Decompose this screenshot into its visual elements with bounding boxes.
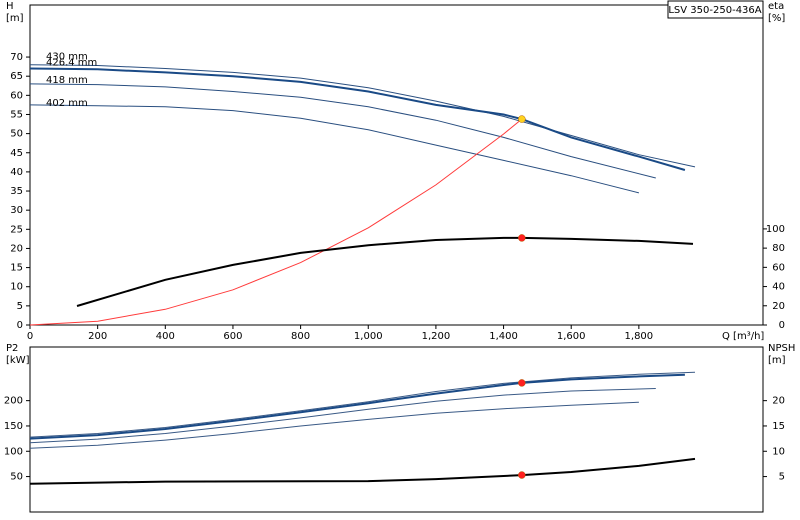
curve xyxy=(29,457,696,485)
y2-tick-label: 80 xyxy=(772,243,785,254)
y-axis-unit: [m] xyxy=(6,13,24,24)
y-tick-label: 15 xyxy=(10,263,23,274)
y-tick-label: 35 xyxy=(10,186,23,197)
curve xyxy=(29,83,656,179)
curve xyxy=(29,401,639,449)
y-tick-label: 150 xyxy=(4,421,23,432)
y-axis-unit: [kW] xyxy=(6,355,30,366)
curve xyxy=(29,371,696,438)
curve-label: 430 mm xyxy=(46,52,88,63)
curve xyxy=(29,373,685,440)
curve-label: 418 mm xyxy=(46,75,88,86)
y-axis-label: H xyxy=(6,1,14,12)
curve-label: 402 mm xyxy=(46,98,88,109)
y-tick-label: 45 xyxy=(10,148,23,159)
y-tick-label: 70 xyxy=(10,52,23,63)
y-tick-label: 60 xyxy=(10,90,23,101)
y-tick-label: 5 xyxy=(17,301,23,312)
x-tick-label: 800 xyxy=(291,331,310,342)
y-tick-label: 50 xyxy=(10,472,23,483)
y2-tick-label: 10 xyxy=(772,446,785,457)
curve xyxy=(29,118,523,326)
curve xyxy=(29,64,696,168)
y2-tick-label: 60 xyxy=(772,262,785,273)
x-tick-label: 0 xyxy=(27,331,33,342)
y2-tick-label: 40 xyxy=(772,282,785,293)
x-tick-label: 200 xyxy=(88,331,107,342)
chart-title: LSV 350-250-436A xyxy=(668,5,761,16)
y-tick-label: 200 xyxy=(4,396,23,407)
curve xyxy=(29,388,656,444)
x-tick-label: 1,600 xyxy=(557,331,586,342)
duty-point xyxy=(518,379,526,387)
curve-label: 426.4 mm xyxy=(46,58,97,69)
curve xyxy=(29,67,686,171)
y-tick-label: 10 xyxy=(10,282,23,293)
y2-tick-label: 5 xyxy=(779,472,785,483)
curve xyxy=(29,104,640,194)
y-tick-label: 100 xyxy=(4,446,23,457)
y-tick-label: 65 xyxy=(10,71,23,82)
x-tick-label: 400 xyxy=(156,331,175,342)
y-tick-label: 30 xyxy=(10,205,23,216)
x-axis-label: Q [m³/h] xyxy=(722,331,764,342)
y2-axis-unit: [m] xyxy=(768,355,786,366)
x-tick-label: 1,000 xyxy=(354,331,383,342)
duty-point xyxy=(518,115,526,123)
x-tick-label: 1,200 xyxy=(422,331,451,342)
duty-point xyxy=(518,471,526,479)
x-tick-label: 1,800 xyxy=(625,331,654,342)
y-axis-label: P2 xyxy=(6,343,18,354)
y2-tick-label: 15 xyxy=(772,421,785,432)
y2-tick-label: 20 xyxy=(772,396,785,407)
x-tick-label: 600 xyxy=(223,331,242,342)
curve xyxy=(76,236,694,307)
plot-frame-bottom xyxy=(29,346,764,513)
y2-tick-label: 100 xyxy=(766,224,785,235)
y-tick-label: 0 xyxy=(17,320,23,331)
title-box xyxy=(667,0,764,19)
x-tick-label: 1,400 xyxy=(489,331,518,342)
y2-tick-label: 20 xyxy=(772,301,785,312)
y-tick-label: 50 xyxy=(10,129,23,140)
duty-point xyxy=(518,234,526,242)
plot-frame-top xyxy=(29,4,764,326)
y-tick-label: 55 xyxy=(10,109,23,120)
y-tick-label: 40 xyxy=(10,167,23,178)
y-tick-label: 20 xyxy=(10,243,23,254)
y2-axis-unit: [%] xyxy=(768,13,785,24)
y2-axis-label: eta xyxy=(768,1,784,12)
y-tick-label: 25 xyxy=(10,224,23,235)
y2-axis-label: NPSH xyxy=(768,343,795,354)
y2-tick-label: 0 xyxy=(779,320,785,331)
